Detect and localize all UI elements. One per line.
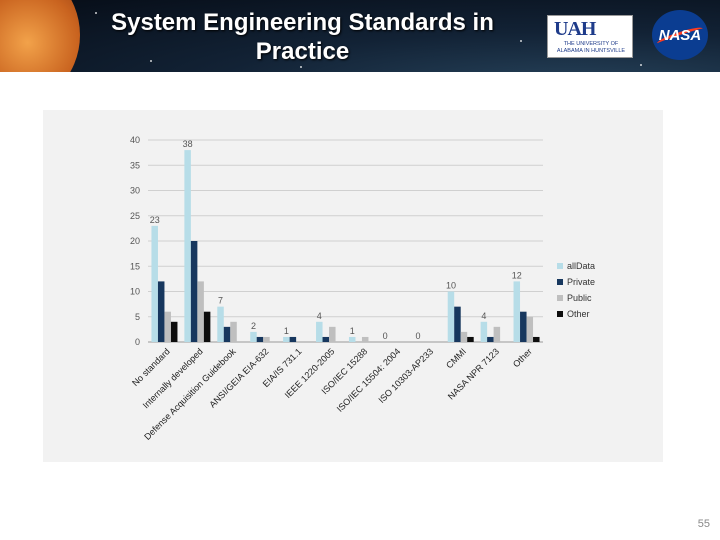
data-label: 4	[317, 311, 322, 321]
bar-Public	[329, 326, 336, 342]
bar-Private	[190, 241, 198, 342]
uah-logo: UAH THE UNIVERSITY OF ALABAMA IN HUNTSVI…	[547, 15, 633, 58]
data-label: 4	[481, 311, 486, 321]
bar-Other	[467, 336, 474, 342]
bar-allData	[316, 321, 323, 342]
bar-Other	[533, 336, 540, 342]
page-number: 55	[697, 518, 710, 530]
x-category-label: CMMI	[444, 346, 468, 370]
y-tick-label: 35	[130, 160, 140, 170]
data-label: 38	[183, 139, 193, 149]
star	[520, 40, 522, 42]
legend-label: Other	[567, 309, 590, 319]
bar-Other	[203, 311, 211, 342]
x-category-label: Internally developed	[141, 346, 205, 410]
y-tick-label: 5	[135, 312, 140, 322]
bar-Private	[223, 326, 231, 342]
legend-label: Public	[567, 293, 592, 303]
legend-swatch	[557, 311, 563, 317]
data-label: 10	[446, 281, 456, 291]
bar-allData	[480, 321, 488, 342]
data-label: 2	[251, 321, 256, 331]
chart-frame: 0 5 10 15 20 25 30 35 40 23 No standard 38 Internall…	[43, 110, 663, 462]
legend-swatch	[557, 279, 563, 285]
star	[640, 64, 642, 66]
uah-logo-text-line2: ALABAMA IN HUNTSVILLE	[556, 48, 626, 54]
slide-header: System Engineering Standards in Practice…	[0, 0, 720, 72]
y-tick-label: 40	[130, 135, 140, 145]
bar-allData	[184, 150, 191, 342]
bar-allData	[283, 336, 290, 342]
data-label: 1	[284, 326, 289, 336]
star	[300, 66, 302, 68]
bar-Public	[230, 321, 237, 342]
star	[95, 12, 97, 14]
bar-Public	[197, 281, 204, 342]
data-label: 1	[350, 326, 355, 336]
slide-title-line2: Practice	[255, 38, 350, 65]
data-label: 0	[416, 331, 421, 341]
y-tick-label: 20	[130, 236, 140, 246]
bar-Public	[493, 326, 501, 342]
legend-label: Private	[567, 277, 595, 287]
bar-allData	[151, 225, 158, 342]
y-tick-label: 0	[135, 337, 140, 347]
bar-allData	[250, 331, 257, 342]
bar-Public	[164, 311, 171, 342]
bar-Private	[157, 281, 165, 342]
nasa-logo: NASA	[652, 10, 708, 60]
bar-Private	[454, 306, 461, 342]
bar-allData	[513, 281, 521, 342]
x-category-label: ANSI/GEIA EIA-632	[207, 346, 270, 409]
bar-Private	[520, 311, 527, 342]
bar-allData	[447, 291, 455, 342]
slide-title-line1: System Engineering Standards in	[111, 9, 494, 36]
bar-Private	[322, 336, 330, 342]
bar-Private	[256, 336, 264, 342]
data-label: 7	[218, 296, 223, 306]
data-label: 23	[150, 215, 160, 225]
y-tick-label: 15	[130, 261, 140, 271]
bar-Private	[289, 336, 297, 342]
bar-Other	[170, 321, 178, 342]
bar-Public	[263, 336, 270, 342]
data-label: 12	[512, 270, 522, 280]
legend-swatch	[557, 295, 563, 301]
bar-Private	[487, 336, 494, 342]
x-category-label: ISO/IEC 15504: 2004	[335, 346, 403, 414]
bar-allData	[348, 336, 356, 342]
star	[150, 60, 152, 62]
bar-Public	[361, 336, 369, 342]
y-tick-label: 30	[130, 186, 140, 196]
legend-label: allData	[567, 261, 595, 271]
planet-graphic	[0, 0, 80, 72]
uah-logo-mark: UAH	[554, 18, 596, 40]
bar-Public	[460, 331, 468, 342]
uah-logo-text-line1: THE UNIVERSITY OF	[563, 41, 619, 47]
legend-swatch	[557, 263, 563, 269]
nasa-logo-text: NASA	[658, 26, 702, 44]
y-tick-label: 25	[130, 211, 140, 221]
y-tick-label: 10	[130, 287, 140, 297]
data-label: 0	[383, 331, 388, 341]
slide-title: System Engineering Standards in Practice	[70, 8, 535, 66]
bar-Public	[526, 316, 534, 342]
bar-allData	[217, 306, 224, 342]
x-category-label: Other	[511, 346, 534, 369]
